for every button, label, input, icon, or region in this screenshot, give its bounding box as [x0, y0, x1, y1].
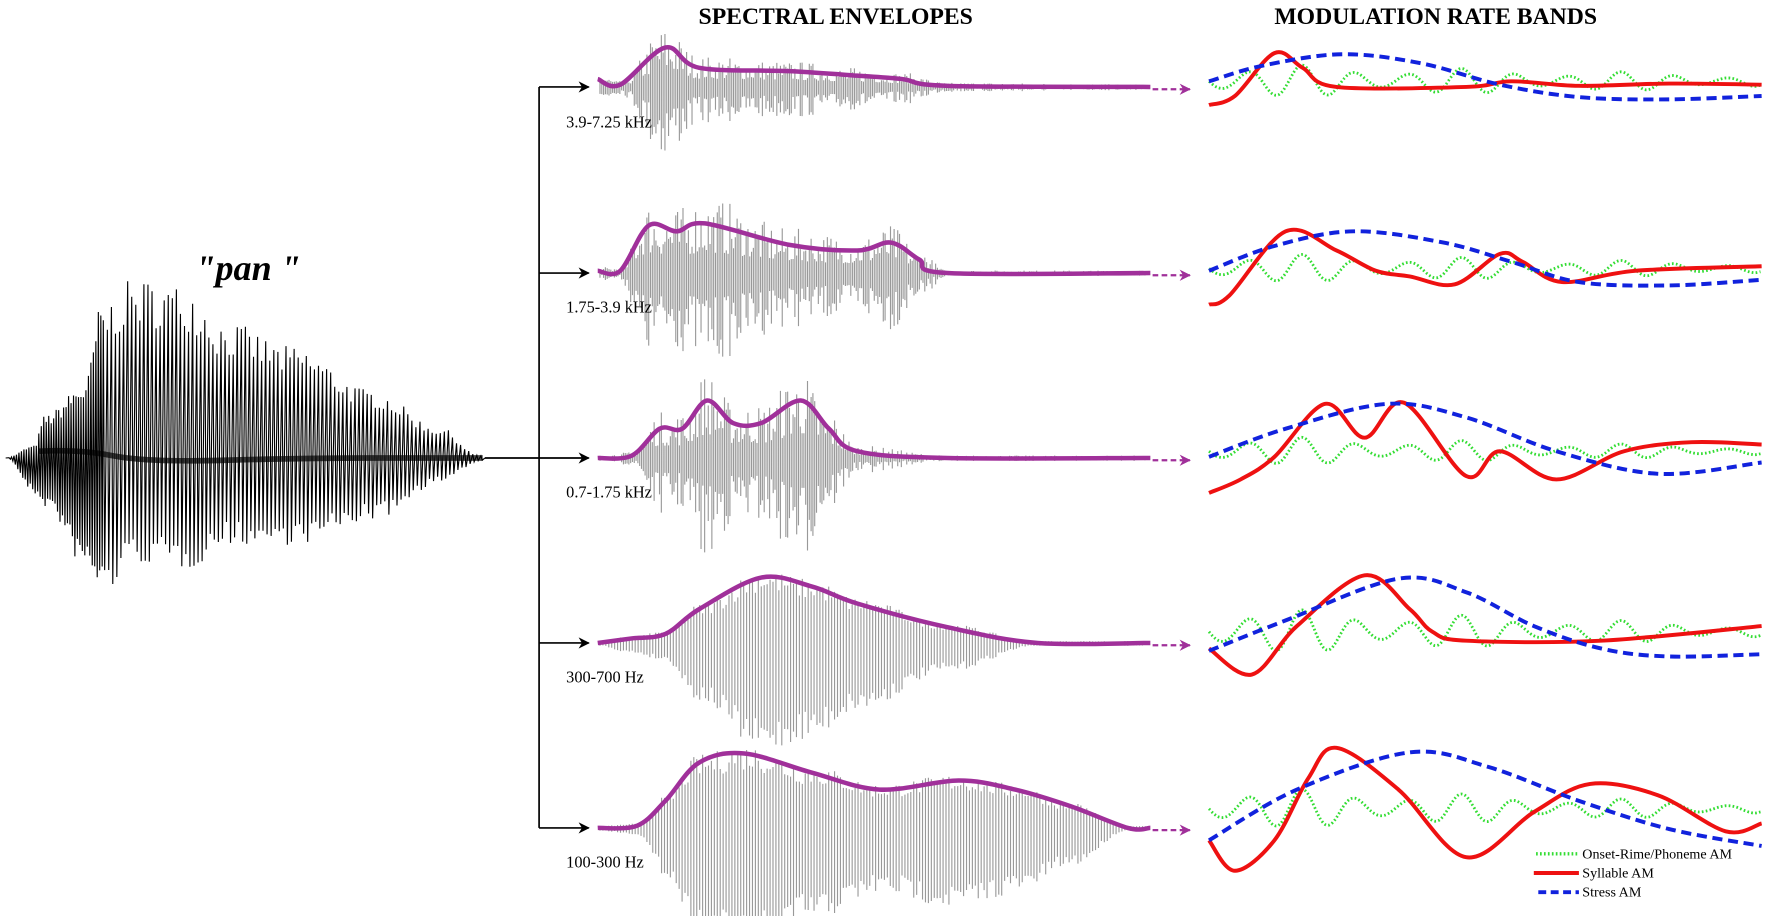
spectral-envelope-5 [597, 750, 1151, 832]
syllable-am-curve-1 [1208, 50, 1762, 107]
spectral-envelope-1 [596, 45, 1151, 90]
carrier-waveform-5 [599, 749, 1146, 916]
spectral-envelope-4 [597, 574, 1151, 647]
stress-am-curve-2 [1208, 229, 1762, 288]
band-row-4 [597, 573, 1762, 746]
band-label-5: 100-300 Hz [566, 852, 644, 871]
band-row-2 [597, 203, 1762, 357]
spectral-envelope-3 [597, 398, 1151, 461]
legend-label-phoneme: Onset-Rime/Phoneme AM [1582, 846, 1732, 862]
legend: Onset-Rime/Phoneme AM Syllable AM Stress… [1533, 846, 1733, 901]
speech-waveform [5, 281, 486, 584]
stress-am-curve-4 [1208, 575, 1762, 659]
spectral-envelopes-title: SPECTRAL ENVELOPES [699, 4, 973, 30]
band-label-3: 0.7-1.75 kHz [566, 482, 652, 501]
speech-waveform-trace [5, 281, 486, 584]
band-row-3 [597, 379, 1762, 553]
phoneme-am-curve-5 [1207, 787, 1761, 828]
syllable-am-curve-2 [1208, 227, 1762, 307]
carrier-waveform-3 [599, 379, 1148, 553]
band-label-1: 3.9-7.25 kHz [566, 113, 652, 132]
speech-waveform-core [39, 447, 483, 464]
phoneme-am-curve-1 [1208, 63, 1762, 97]
legend-label-stress: Stress AM [1582, 885, 1642, 901]
band-rows [596, 34, 1763, 916]
stress-am-curve-1 [1208, 52, 1762, 102]
syllable-am-curve-4 [1207, 573, 1762, 677]
spectral-envelope-2 [597, 220, 1151, 277]
stress-am-curve-5 [1208, 749, 1762, 848]
phoneme-am-curve-2 [1208, 253, 1761, 283]
word-label: "pan " [195, 248, 300, 288]
legend-label-syllable: Syllable AM [1582, 866, 1654, 882]
band-label-4: 300-700 Hz [566, 667, 644, 686]
syllable-am-curve-5 [1207, 745, 1763, 873]
modulation-rate-bands-title: MODULATION RATE BANDS [1274, 4, 1597, 30]
band-label-2: 1.75-3.9 kHz [566, 298, 652, 317]
carrier-waveform-4 [599, 574, 1146, 746]
filterbank-arrows [484, 81, 1191, 836]
stress-am-curve-3 [1208, 401, 1762, 476]
carrier-waveform-1 [599, 34, 1148, 151]
band-row-5 [597, 745, 1763, 916]
carrier-waveform-2 [599, 203, 1148, 357]
band-row-1 [596, 34, 1762, 151]
syllable-am-curve-3 [1208, 400, 1762, 495]
